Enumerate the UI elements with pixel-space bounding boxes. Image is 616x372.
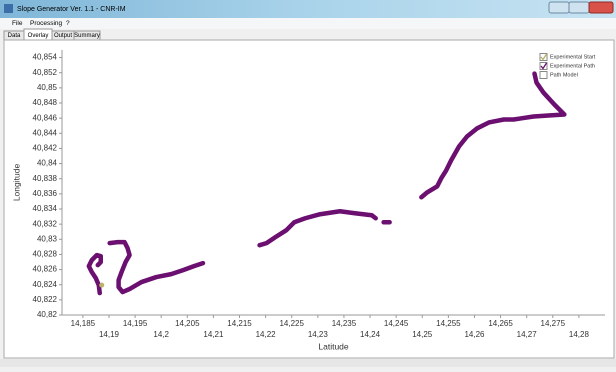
tab-label[interactable]: Overlay — [28, 33, 49, 39]
y-tick-label: 40,822 — [33, 295, 58, 304]
x-tick-label: 14,185 — [71, 319, 96, 328]
x-tick-label: 14,26 — [464, 330, 485, 339]
x-tick-label: 14,195 — [123, 319, 148, 328]
menu-item[interactable]: File — [12, 20, 23, 27]
y-tick-label: 40,824 — [33, 280, 58, 289]
legend-label[interactable]: Experimental Path — [550, 63, 595, 69]
y-tick-label: 40,83 — [37, 234, 58, 243]
y-tick-label: 40,848 — [33, 98, 58, 107]
y-axis-label: Longitude — [11, 164, 21, 202]
x-tick-label: 14,235 — [332, 319, 357, 328]
app-icon — [4, 4, 13, 13]
y-tick-label: 40,832 — [33, 219, 58, 228]
title-bar — [0, 0, 616, 18]
tab-label[interactable]: Summary — [74, 33, 100, 39]
legend-checkbox[interactable] — [539, 62, 548, 70]
legend-checkbox[interactable] — [539, 53, 548, 61]
x-tick-label: 14,225 — [279, 319, 304, 328]
maximize-button[interactable] — [568, 1, 590, 14]
x-tick-label: 14,22 — [256, 330, 277, 339]
minimize-button[interactable] — [548, 1, 570, 14]
x-tick-label: 14,255 — [436, 319, 461, 328]
x-tick-label: 14,265 — [488, 319, 513, 328]
tab-panel — [3, 39, 615, 359]
y-tick-label: 40,834 — [33, 204, 58, 213]
x-tick-label: 14,2 — [153, 330, 169, 339]
x-axis-label: Latitude — [318, 341, 349, 351]
y-tick-label: 40,84 — [37, 159, 58, 168]
y-tick-label: 40,854 — [33, 53, 58, 62]
x-tick-label: 14,19 — [99, 330, 120, 339]
x-tick-label: 14,21 — [203, 330, 224, 339]
x-tick-label: 14,24 — [360, 330, 381, 339]
y-tick-label: 40,844 — [33, 128, 58, 137]
start-point — [99, 282, 105, 288]
status-bar — [0, 359, 616, 367]
y-tick-label: 40,85 — [37, 83, 58, 92]
y-tick-label: 40,826 — [33, 265, 58, 274]
path-line — [86, 71, 567, 296]
menu-bar — [0, 18, 616, 29]
legend-checkbox[interactable] — [539, 71, 548, 79]
x-tick-label: 14,23 — [308, 330, 329, 339]
y-tick-label: 40,838 — [33, 174, 58, 183]
y-tick-label: 40,852 — [33, 68, 58, 77]
x-tick-label: 14,245 — [384, 319, 409, 328]
close-button[interactable] — [588, 1, 614, 14]
y-tick-label: 40,846 — [33, 113, 58, 122]
legend-label[interactable]: Path Model — [550, 72, 578, 78]
legend-check[interactable] — [540, 53, 548, 61]
tab-label[interactable]: Output — [54, 33, 72, 39]
menu-item[interactable]: ? — [66, 20, 70, 27]
y-tick-label: 40,836 — [33, 189, 58, 198]
x-tick-label: 14,205 — [175, 319, 200, 328]
tab-label[interactable]: Data — [8, 33, 21, 39]
x-tick-label: 14,25 — [412, 330, 433, 339]
y-tick-label: 40,828 — [33, 250, 58, 259]
x-tick-label: 14,275 — [541, 319, 566, 328]
x-tick-label: 14,27 — [517, 330, 538, 339]
y-tick-label: 40,82 — [37, 310, 58, 319]
x-tick-label: 14,28 — [569, 330, 590, 339]
menu-item[interactable]: Processing — [30, 20, 63, 27]
y-tick-label: 40,842 — [33, 144, 58, 153]
x-tick-label: 14,215 — [227, 319, 252, 328]
window-title: Slope Generator Ver. 1.1 - CNR-IM — [17, 6, 126, 13]
legend-check[interactable] — [540, 62, 548, 70]
legend-label[interactable]: Experimental Start — [550, 54, 596, 60]
